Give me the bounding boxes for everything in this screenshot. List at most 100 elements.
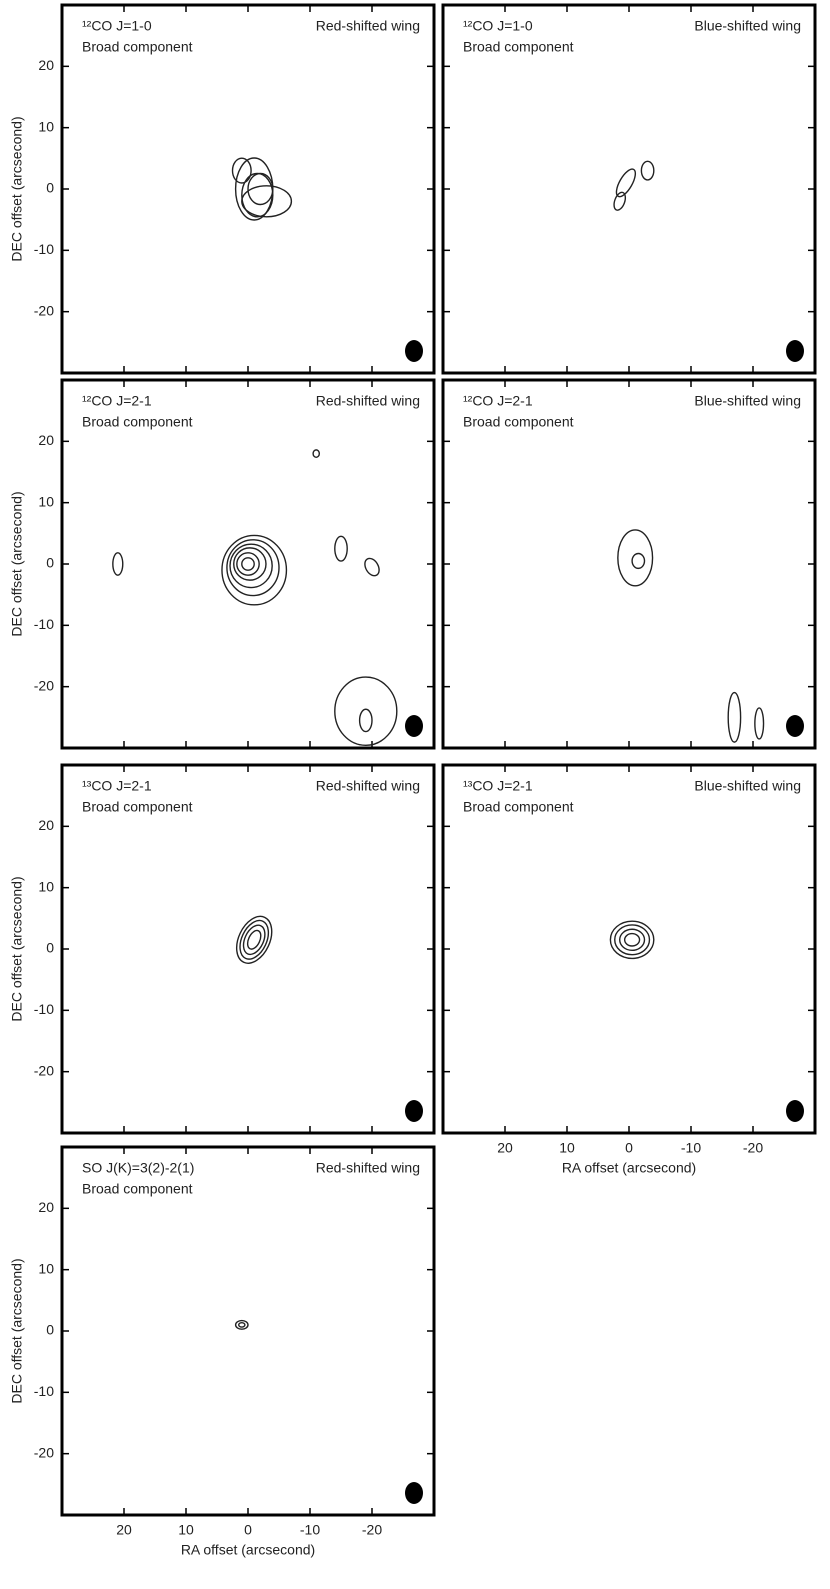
y-axis-label: DEC offset (arcsecond) <box>9 491 25 636</box>
y-tick-label: -20 <box>34 677 54 693</box>
x-tick-label: -20 <box>362 1522 382 1538</box>
contour <box>242 924 266 956</box>
panel-frame <box>441 378 817 750</box>
contour <box>754 707 765 740</box>
y-tick-label: 0 <box>46 555 54 571</box>
contour <box>229 543 273 589</box>
component-label: Broad component <box>82 39 193 55</box>
contour <box>239 919 270 960</box>
component-label: Broad component <box>463 39 574 55</box>
component-label: Broad component <box>82 1181 193 1197</box>
line-label: ¹³CO J=2-1 <box>463 778 533 794</box>
line-label: ¹³CO J=2-1 <box>82 778 152 794</box>
contour <box>221 534 288 606</box>
line-label: ¹²CO J=1-0 <box>82 18 152 34</box>
x-axis-label: RA offset (arcsecond) <box>181 1542 315 1558</box>
panel-frame <box>60 378 436 750</box>
contour <box>235 915 273 964</box>
beam <box>405 340 423 362</box>
component-label: Broad component <box>82 799 193 815</box>
contour <box>247 172 274 206</box>
x-tick-label: -10 <box>681 1140 701 1156</box>
wing-label: Blue-shifted wing <box>694 18 801 34</box>
contour <box>613 191 627 211</box>
contour <box>631 552 646 570</box>
contour <box>334 676 398 747</box>
component-label: Broad component <box>463 799 574 815</box>
contour <box>231 157 252 184</box>
x-tick-label: 10 <box>559 1140 575 1156</box>
contour <box>623 932 641 947</box>
component-label: Broad component <box>82 414 193 430</box>
contour <box>640 160 655 181</box>
x-tick-label: -20 <box>743 1140 763 1156</box>
panel-frame <box>441 763 817 1135</box>
x-tick-label: 0 <box>244 1522 252 1538</box>
contour <box>615 168 637 198</box>
beam <box>405 1100 423 1122</box>
beam <box>786 715 804 737</box>
y-tick-label: 20 <box>38 817 54 833</box>
line-label: SO J(K)=3(2)-2(1) <box>82 1160 194 1176</box>
wing-label: Red-shifted wing <box>316 393 420 409</box>
line-label: ¹²CO J=1-0 <box>463 18 533 34</box>
x-tick-label: 20 <box>497 1140 513 1156</box>
contour <box>246 929 262 950</box>
contour <box>727 691 742 743</box>
y-tick-label: 0 <box>46 940 54 956</box>
beam <box>405 715 423 737</box>
y-axis-label: DEC offset (arcsecond) <box>9 1258 25 1403</box>
x-tick-label: -10 <box>300 1522 320 1538</box>
y-tick-label: -20 <box>34 1444 54 1460</box>
x-tick-label: 0 <box>625 1140 633 1156</box>
contour <box>358 708 373 733</box>
contour <box>364 557 380 577</box>
contour <box>618 928 646 952</box>
contour <box>609 920 655 960</box>
y-tick-label: 10 <box>38 493 54 509</box>
component-label: Broad component <box>463 414 574 430</box>
y-tick-label: 20 <box>38 432 54 448</box>
y-tick-label: -10 <box>34 241 54 257</box>
y-tick-label: 0 <box>46 180 54 196</box>
wing-label: Red-shifted wing <box>316 18 420 34</box>
contour <box>234 1319 249 1330</box>
beam <box>405 1482 423 1504</box>
wing-label: Red-shifted wing <box>316 1160 420 1176</box>
line-label: ¹²CO J=2-1 <box>463 393 533 409</box>
y-tick-label: 20 <box>38 1199 54 1215</box>
contour <box>226 539 280 597</box>
beam <box>786 1100 804 1122</box>
y-tick-label: 20 <box>38 57 54 73</box>
contour <box>112 552 124 576</box>
contour <box>312 449 321 459</box>
y-tick-label: 10 <box>38 1260 54 1276</box>
y-tick-label: -10 <box>34 1383 54 1399</box>
y-tick-label: -20 <box>34 302 54 318</box>
contour <box>236 552 260 576</box>
contour <box>233 547 267 581</box>
wing-label: Red-shifted wing <box>316 778 420 794</box>
beam <box>786 340 804 362</box>
y-tick-label: -10 <box>34 1001 54 1017</box>
line-label: ¹²CO J=2-1 <box>82 393 152 409</box>
y-tick-label: 10 <box>38 878 54 894</box>
y-tick-label: -10 <box>34 616 54 632</box>
contour <box>241 557 255 571</box>
y-tick-label: 10 <box>38 118 54 134</box>
contour <box>334 535 348 562</box>
contour <box>241 185 293 218</box>
contour <box>617 529 654 587</box>
wing-label: Blue-shifted wing <box>694 778 801 794</box>
contour <box>614 924 651 956</box>
contour <box>237 1321 246 1328</box>
x-tick-label: 20 <box>116 1522 132 1538</box>
y-tick-label: -20 <box>34 1062 54 1078</box>
y-tick-label: 0 <box>46 1322 54 1338</box>
x-axis-label: RA offset (arcsecond) <box>562 1160 696 1176</box>
contour <box>234 157 274 221</box>
y-axis-label: DEC offset (arcsecond) <box>9 876 25 1021</box>
y-axis-label: DEC offset (arcsecond) <box>9 116 25 261</box>
wing-label: Blue-shifted wing <box>694 393 801 409</box>
